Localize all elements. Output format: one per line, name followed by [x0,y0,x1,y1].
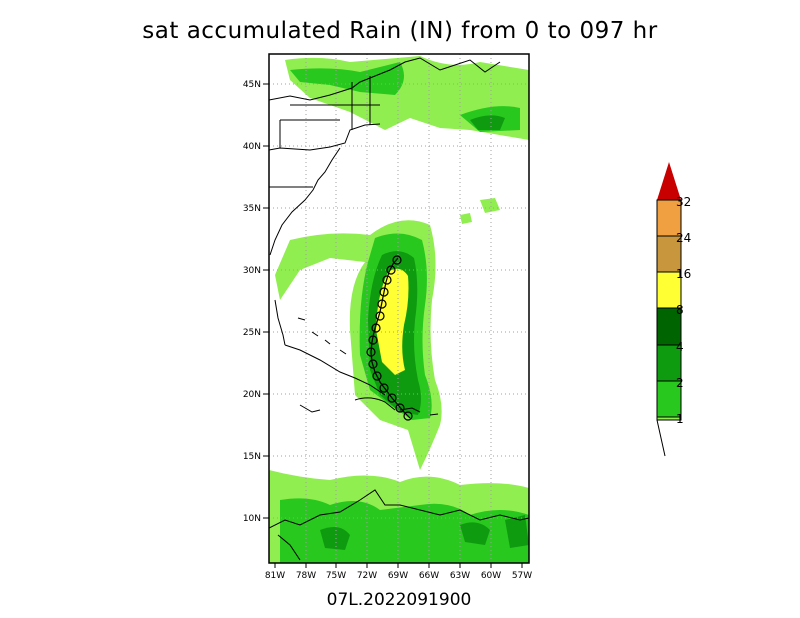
lat-label-25n: 25N [243,328,261,338]
legend-label-8: 8 [676,303,684,317]
legend-swatch-16-24 [657,236,681,272]
legend-swatch-lt1 [657,417,681,420]
storm-id-label: 07L.2022091900 [326,590,472,610]
lat-label-45n: 45N [243,80,261,90]
lon-label-63w: 63W [450,571,470,581]
coastlines [269,57,529,561]
color-legend: 1 2 4 8 16 24 32 [656,162,691,457]
legend-swatch-24-32 [657,200,681,236]
map-grid [269,54,529,563]
lon-label-66w: 66W [419,571,439,581]
storm-track [366,255,413,421]
lat-label-20n: 20N [243,390,261,400]
map-frame [268,53,530,564]
lon-label-60w: 60W [481,571,501,581]
legend-label-4: 4 [676,340,684,354]
legend-label-1: 1 [676,412,684,426]
rain-very-heavy [376,268,409,375]
legend-label-2: 2 [676,376,684,390]
map-area [269,54,529,563]
lon-axis: 81W 78W 75W 72W 69W 66W 63W 60W 57W [265,563,532,581]
legend-label-32: 32 [676,195,691,209]
lon-label-81w: 81W [265,571,285,581]
legend-label-24: 24 [676,231,691,245]
map-title: sat accumulated Rain (IN) from 0 to 097 … [142,18,658,44]
lat-label-35n: 35N [243,204,261,214]
lon-label-75w: 75W [326,571,346,581]
lon-label-78w: 78W [296,571,316,581]
state-borders [269,76,380,188]
legend-arrow-bottom [656,419,666,457]
lon-label-72w: 72W [357,571,377,581]
legend-arrow-top [657,162,681,200]
lon-label-69w: 69W [388,571,408,581]
legend-swatch-2-4 [657,345,681,381]
lat-axis: 45N 40N 35N 30N 25N 20N 15N 10N [243,80,269,524]
lat-label-10n: 10N [243,514,261,524]
lat-label-15n: 15N [243,452,261,462]
legend-swatch-4-8 [657,308,681,345]
lat-label-30n: 30N [243,266,261,276]
lat-label-40n: 40N [243,142,261,152]
legend-swatch-1-2 [657,381,681,417]
legend-swatch-8-16 [657,272,681,308]
lon-label-57w: 57W [512,571,532,581]
legend-label-16: 16 [676,267,691,281]
